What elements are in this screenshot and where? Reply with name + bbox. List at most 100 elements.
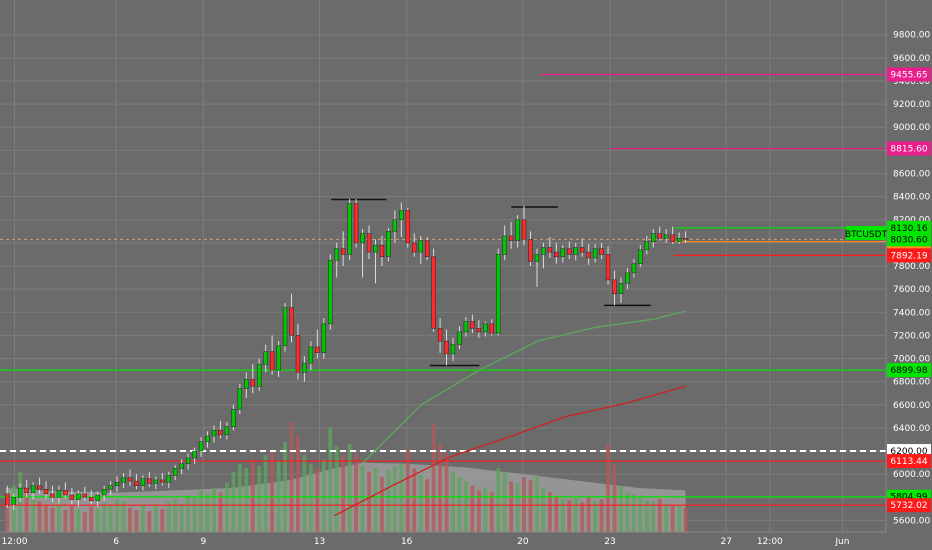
volume-bar bbox=[147, 511, 152, 532]
candle-body bbox=[457, 331, 462, 345]
candle-body bbox=[560, 248, 566, 257]
volume-bar bbox=[24, 490, 29, 532]
price-level-label: 5804.99 bbox=[890, 493, 927, 503]
volume-bar bbox=[82, 512, 87, 532]
candle-body bbox=[315, 346, 320, 353]
volume-bar bbox=[606, 444, 610, 532]
price-tick-label: 8600.00 bbox=[893, 169, 930, 179]
candle-body bbox=[638, 249, 643, 264]
volume-bar bbox=[37, 501, 42, 532]
volume-bar bbox=[509, 481, 514, 532]
price-level-label: 6113.44 bbox=[890, 457, 927, 467]
candle-body bbox=[437, 328, 443, 342]
candle-body bbox=[218, 429, 223, 436]
candle-body bbox=[50, 493, 55, 498]
volume-bar bbox=[296, 435, 300, 532]
candle-body bbox=[101, 488, 107, 496]
candle-body bbox=[418, 240, 423, 253]
volume-bar bbox=[593, 501, 598, 532]
candle-body bbox=[166, 475, 171, 483]
volume-bar bbox=[535, 474, 539, 532]
time-tick-label: 13 bbox=[314, 537, 325, 547]
volume-bar bbox=[619, 485, 623, 532]
volume-bar bbox=[102, 503, 107, 532]
candle-body bbox=[631, 263, 637, 274]
candle-body bbox=[502, 235, 507, 255]
candle-body bbox=[17, 487, 23, 498]
candle-body bbox=[592, 248, 598, 259]
support-resistance-marks bbox=[331, 198, 651, 367]
time-tick-label: 16 bbox=[401, 537, 413, 547]
volume-bar bbox=[44, 504, 48, 532]
volume-bar bbox=[354, 452, 359, 532]
volume-bar bbox=[263, 455, 268, 532]
volume-bar bbox=[121, 501, 126, 532]
candle-body bbox=[30, 485, 36, 493]
candle-body bbox=[412, 242, 417, 253]
candle-body bbox=[470, 321, 475, 329]
volume-bar bbox=[399, 463, 404, 532]
volume-bar bbox=[438, 444, 443, 532]
candle-body bbox=[95, 494, 100, 502]
volume-bar bbox=[115, 499, 120, 532]
volume-bar bbox=[341, 455, 346, 532]
volume-bar bbox=[573, 497, 578, 532]
volume-bar bbox=[457, 477, 462, 532]
volume-bar bbox=[347, 444, 352, 532]
volume-bar bbox=[644, 500, 649, 532]
price-level-label-box bbox=[887, 248, 931, 263]
time-tick-label: 6 bbox=[113, 537, 119, 547]
volume-bar bbox=[128, 507, 132, 532]
candle-body bbox=[134, 480, 139, 486]
price-level-label: 8130.16 bbox=[890, 224, 927, 234]
candle-body bbox=[295, 335, 301, 373]
candle-body bbox=[515, 219, 520, 241]
time-tick-label: 27 bbox=[721, 537, 732, 547]
volume-bar bbox=[153, 505, 158, 532]
volume-bar bbox=[528, 480, 533, 532]
volume-bar bbox=[657, 499, 662, 532]
symbol-tag-label: BTCUSDT bbox=[845, 230, 888, 240]
volume-bar bbox=[683, 507, 688, 532]
price-tick-label: 9200.00 bbox=[893, 100, 930, 110]
volume-bar bbox=[328, 427, 333, 532]
candle-body bbox=[541, 247, 546, 255]
volume-bar bbox=[651, 501, 656, 532]
volume-bar bbox=[567, 500, 572, 532]
volume-bar bbox=[612, 463, 617, 532]
candle-body bbox=[237, 388, 243, 410]
volume-bar bbox=[173, 499, 178, 532]
candle-body bbox=[82, 493, 87, 498]
price-tick-label: 9800.00 bbox=[893, 31, 930, 41]
volume-bar bbox=[560, 499, 565, 532]
candle-body bbox=[192, 450, 197, 459]
volume-bar bbox=[5, 493, 10, 532]
candle-body bbox=[657, 233, 662, 239]
candle-body bbox=[676, 237, 682, 242]
volume-bar bbox=[289, 422, 294, 532]
volume-bar bbox=[31, 499, 36, 532]
volume-bar bbox=[541, 488, 546, 532]
volume-bar bbox=[631, 494, 636, 532]
volume-bar bbox=[677, 505, 682, 532]
price-level-label-box bbox=[887, 67, 931, 82]
volume-bar bbox=[231, 471, 236, 532]
candle-body bbox=[5, 493, 10, 505]
volume-bar bbox=[547, 492, 552, 532]
candle-body bbox=[308, 346, 314, 364]
time-tick-label: 9 bbox=[200, 537, 206, 547]
moving-averages bbox=[333, 310, 686, 517]
candle-body bbox=[302, 362, 307, 373]
time-tick-label: 12:00 bbox=[757, 537, 783, 547]
candle-body bbox=[496, 254, 501, 334]
candle-body bbox=[198, 441, 204, 452]
volume-bar bbox=[670, 504, 675, 532]
time-axis[interactable]: 12:00 6 9 13 16 20 23 27 12:00 Jun bbox=[0, 531, 886, 547]
candle-body bbox=[489, 323, 494, 334]
candle-body bbox=[483, 323, 488, 333]
candle-body bbox=[282, 307, 288, 347]
volume-bar bbox=[367, 471, 371, 532]
last-price-label: 8030.60 bbox=[890, 235, 927, 245]
price-level-label-box bbox=[887, 363, 931, 378]
